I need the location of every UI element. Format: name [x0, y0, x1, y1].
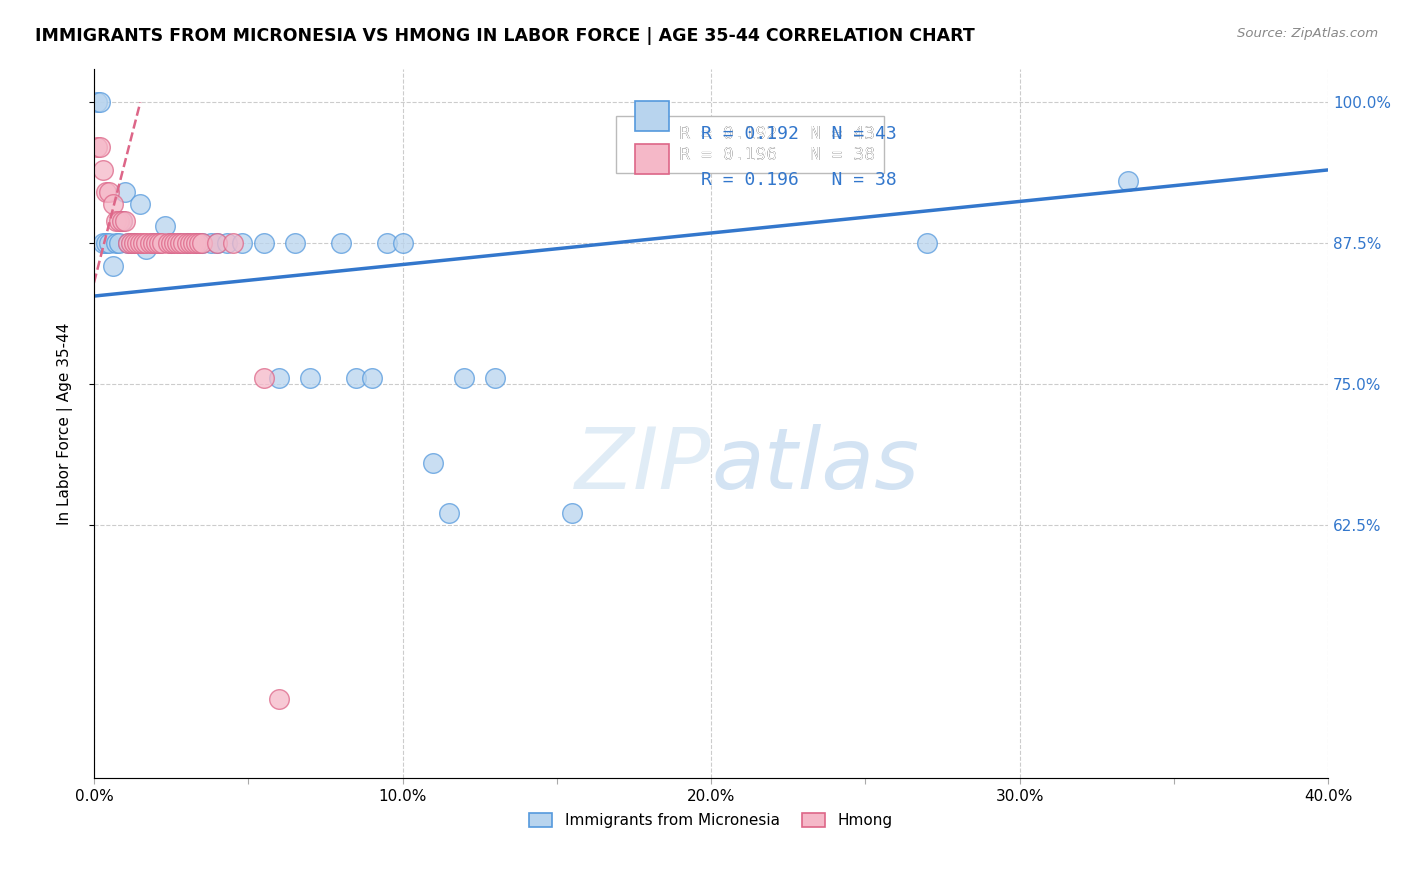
Point [132, 236, 155, 251]
Point [422, 456, 444, 470]
Point [138, 236, 160, 251]
Point [173, 236, 195, 251]
Point [148, 236, 170, 251]
Point [184, 236, 207, 251]
Point [148, 236, 170, 251]
Text: R = 0.192   N = 43
     R = 0.196   N = 38: R = 0.192 N = 43 R = 0.196 N = 38 [624, 125, 875, 164]
Y-axis label: In Labor Force | Age 35-44: In Labor Force | Age 35-44 [58, 322, 73, 524]
Point [207, 236, 229, 251]
Point [111, 213, 134, 227]
Point [135, 242, 157, 256]
Point [101, 196, 124, 211]
Point [163, 236, 186, 251]
Point [91, 162, 114, 177]
Text: ZIP: ZIP [575, 425, 711, 508]
Point [344, 371, 367, 385]
Point [561, 507, 583, 521]
Point [96, 236, 118, 251]
Point [191, 236, 214, 251]
Bar [634, 101, 669, 131]
Point [200, 236, 222, 251]
Point [120, 236, 142, 251]
Point [142, 236, 165, 251]
Point [253, 236, 276, 251]
Point [98, 186, 121, 200]
Point [1116, 174, 1139, 188]
Point [114, 213, 136, 227]
Point [360, 371, 382, 385]
Point [915, 236, 938, 251]
Point [104, 236, 127, 251]
Point [375, 236, 398, 251]
Point [298, 371, 321, 385]
Legend: Immigrants from Micronesia, Hmong: Immigrants from Micronesia, Hmong [523, 807, 898, 834]
Point [160, 236, 183, 251]
Point [176, 236, 198, 251]
Point [153, 219, 176, 234]
Point [191, 236, 214, 251]
Bar [634, 144, 669, 174]
Point [114, 186, 136, 200]
Point [169, 236, 191, 251]
Point [111, 213, 134, 227]
Text: IMMIGRANTS FROM MICRONESIA VS HMONG IN LABOR FORCE | AGE 35-44 CORRELATION CHART: IMMIGRANTS FROM MICRONESIA VS HMONG IN L… [35, 27, 974, 45]
Point [96, 186, 118, 200]
Point [222, 236, 245, 251]
Point [231, 236, 253, 251]
Point [120, 236, 142, 251]
Point [391, 236, 413, 251]
Point [129, 236, 152, 251]
Point [269, 692, 291, 706]
Point [157, 236, 180, 251]
Point [86, 95, 108, 110]
Point [142, 236, 165, 251]
Point [107, 213, 129, 227]
Point [145, 236, 167, 251]
Point [117, 236, 139, 251]
Point [181, 236, 204, 251]
Point [437, 507, 460, 521]
Point [150, 236, 173, 251]
Point [166, 236, 188, 251]
Point [135, 236, 157, 251]
Point [169, 236, 191, 251]
Point [117, 236, 139, 251]
Text: R = 0.192   N = 43: R = 0.192 N = 43 [702, 125, 897, 144]
Point [176, 236, 198, 251]
Point [329, 236, 352, 251]
Point [98, 236, 121, 251]
Point [104, 213, 127, 227]
Text: R = 0.192   N = 43
     R = 0.196   N = 38: R = 0.192 N = 43 R = 0.196 N = 38 [624, 125, 875, 164]
Point [86, 140, 108, 154]
Point [453, 371, 475, 385]
Point [89, 95, 111, 110]
Point [122, 236, 145, 251]
Point [91, 236, 114, 251]
Point [122, 236, 145, 251]
Point [129, 196, 152, 211]
Text: atlas: atlas [711, 425, 920, 508]
Point [107, 236, 129, 251]
Text: Source: ZipAtlas.com: Source: ZipAtlas.com [1237, 27, 1378, 40]
Text: R = 0.196   N = 38: R = 0.196 N = 38 [702, 171, 897, 189]
Point [160, 236, 183, 251]
Point [215, 236, 238, 251]
Point [187, 236, 209, 251]
Point [284, 236, 307, 251]
Point [89, 140, 111, 154]
Point [101, 259, 124, 273]
Point [253, 371, 276, 385]
Point [269, 371, 291, 385]
Point [179, 236, 201, 251]
Point [207, 236, 229, 251]
Point [184, 236, 207, 251]
Point [484, 371, 506, 385]
Point [127, 236, 149, 251]
